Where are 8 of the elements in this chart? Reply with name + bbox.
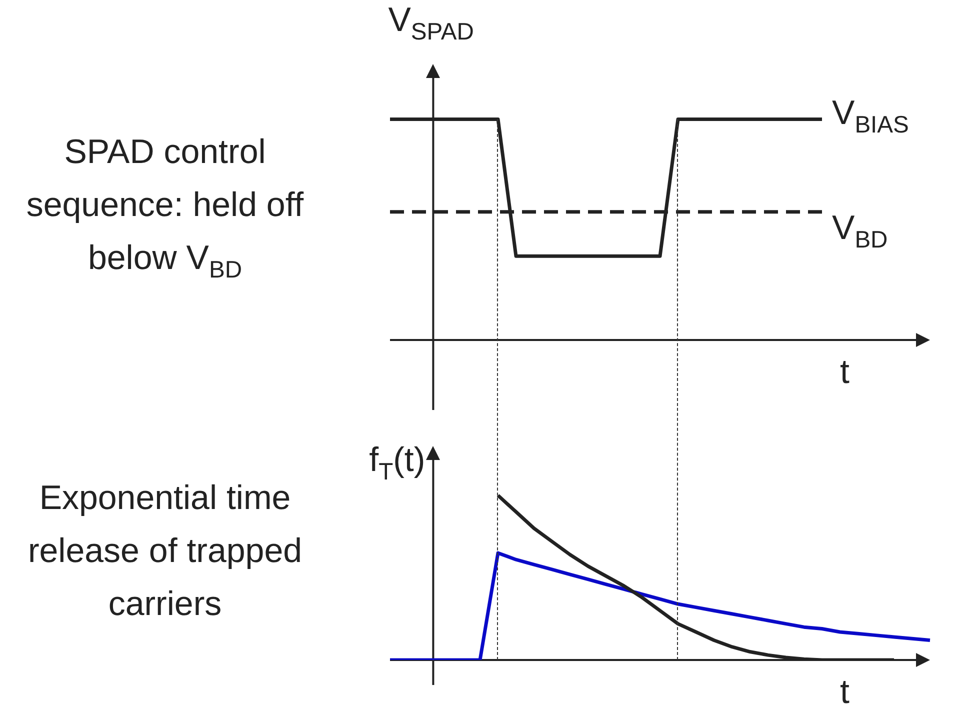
series-label: V$_{BIAS}$ [832, 94, 909, 139]
text: SPAD control sequence: held off below V$_{BD}$ [25, 132, 305, 286]
series-label: V$_{BD}$ [832, 208, 888, 254]
y-axis-title: f$_{T}$(t) [369, 441, 426, 486]
y-axis-title: V$_{SPAD}$ [388, 1, 474, 46]
text: Exponential time release of trapped carriers [26, 478, 304, 625]
x-axis-title: t [840, 353, 850, 392]
x-axis-title: t [840, 673, 850, 712]
